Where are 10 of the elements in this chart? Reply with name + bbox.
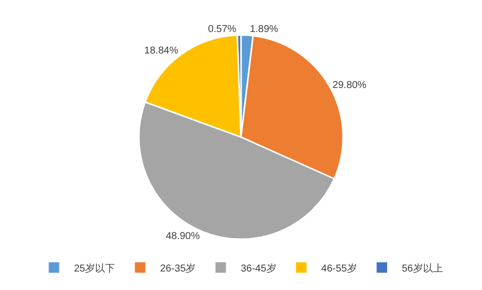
data-label: 18.84%	[144, 45, 178, 56]
legend-label: 46-55岁	[321, 262, 357, 274]
legend-label: 36-45岁	[240, 262, 276, 274]
data-label: 1.89%	[250, 24, 278, 36]
data-label: 29.80%	[332, 80, 367, 91]
legend-label: 25岁以下	[74, 262, 116, 274]
data-label: 0.57%	[208, 24, 236, 36]
legend-label: 56岁以上	[402, 262, 443, 274]
legend-label: 26-35岁	[160, 262, 196, 274]
data-label: 48.90%	[166, 230, 200, 242]
